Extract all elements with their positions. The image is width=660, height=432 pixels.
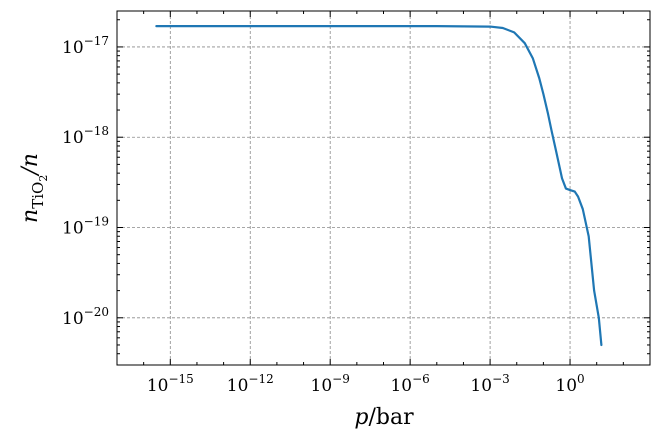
series-layer bbox=[155, 25, 603, 347]
x-axis-label: p/bar bbox=[354, 405, 414, 430]
y-axis-label: nTiO2/n bbox=[18, 153, 50, 223]
x-tick-label: 100 bbox=[555, 372, 584, 396]
y-tick-label: 10−18 bbox=[62, 124, 109, 148]
x-tick-label: 10−3 bbox=[470, 372, 509, 396]
plot-frame bbox=[116, 10, 651, 366]
y-tick-labels: 10−17 10−18 10−19 10−20 bbox=[62, 34, 109, 329]
y-tick-label: 10−17 bbox=[62, 34, 109, 58]
x-tick-label: 10−9 bbox=[311, 372, 350, 396]
x-tick-label: 10−12 bbox=[227, 372, 274, 396]
x-tick-labels: 10−15 10−12 10−9 10−6 10−3 100 bbox=[147, 372, 585, 396]
x-tick-label: 10−15 bbox=[147, 372, 194, 396]
y-tick-label: 10−19 bbox=[62, 215, 109, 239]
x-tick-label: 10−6 bbox=[390, 372, 429, 396]
grid-lines bbox=[117, 11, 650, 365]
y-tick-label: 10−20 bbox=[62, 305, 109, 329]
series-line bbox=[155, 25, 603, 347]
